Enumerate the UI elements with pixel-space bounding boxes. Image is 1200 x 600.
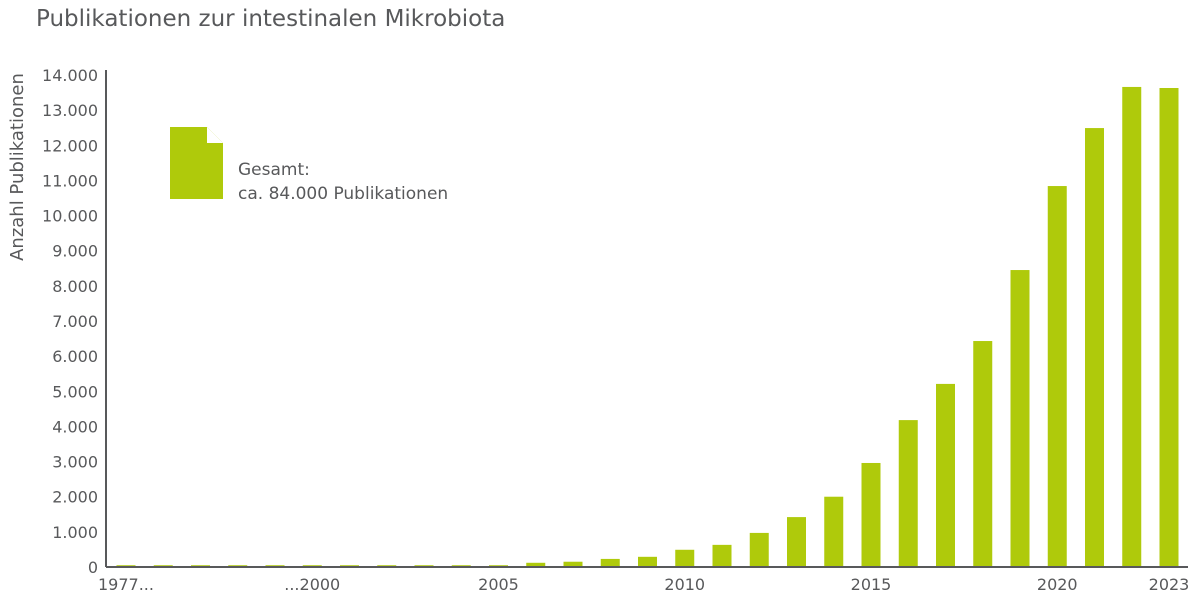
bar: [1047, 186, 1067, 567]
y-tick-label: 11.000: [42, 171, 98, 190]
bar: [973, 341, 993, 567]
x-tick-label: ...2000: [284, 575, 340, 594]
total-annotation: Gesamt: ca. 84.000 Publikationen: [238, 158, 448, 206]
bar: [675, 549, 695, 567]
y-tick-label: 3.000: [52, 453, 98, 472]
y-tick-label: 4.000: [52, 417, 98, 436]
bar: [787, 517, 806, 567]
y-axis-label: Anzahl Publikationen: [7, 73, 28, 261]
chart-title: Publikationen zur intestinalen Mikrobiot…: [36, 6, 506, 32]
y-tick-label: 10.000: [42, 207, 98, 226]
y-tick-label: 7.000: [52, 312, 98, 331]
bar: [600, 558, 620, 567]
bar: [563, 561, 583, 567]
y-tick-label: 1.000: [52, 523, 98, 542]
bar: [1010, 270, 1030, 567]
bar: [526, 562, 546, 567]
y-tick-label: 9.000: [52, 242, 98, 261]
x-tick-label: 1977...: [98, 575, 154, 594]
x-tick-label: 2023: [1149, 575, 1190, 594]
bar: [638, 556, 657, 567]
bar: [712, 544, 732, 567]
x-tick-label: 2010: [664, 575, 705, 594]
bar: [1085, 128, 1104, 567]
y-tick-label: 12.000: [42, 136, 98, 155]
y-tick-label: 5.000: [52, 382, 98, 401]
x-tick-label: 2005: [478, 575, 519, 594]
bar: [861, 462, 881, 567]
document-icon: [170, 127, 223, 199]
y-tick-label: 13.000: [42, 101, 98, 120]
x-tick-label: 2015: [851, 575, 892, 594]
x-tick-label: 2020: [1037, 575, 1078, 594]
y-tick-label: 6.000: [52, 347, 98, 366]
y-tick-label: 8.000: [52, 277, 98, 296]
bar: [824, 496, 844, 567]
bar: [749, 532, 769, 567]
y-tick-label: 14.000: [42, 66, 98, 85]
bar: [936, 383, 955, 567]
annotation-line1: Gesamt:: [238, 160, 310, 180]
bar: [1122, 86, 1142, 567]
bar: [898, 420, 918, 567]
y-tick-label: 0: [88, 558, 98, 577]
y-tick-label: 2.000: [52, 488, 98, 507]
bar: [1159, 88, 1179, 567]
annotation-line2: ca. 84.000 Publikationen: [238, 184, 449, 204]
